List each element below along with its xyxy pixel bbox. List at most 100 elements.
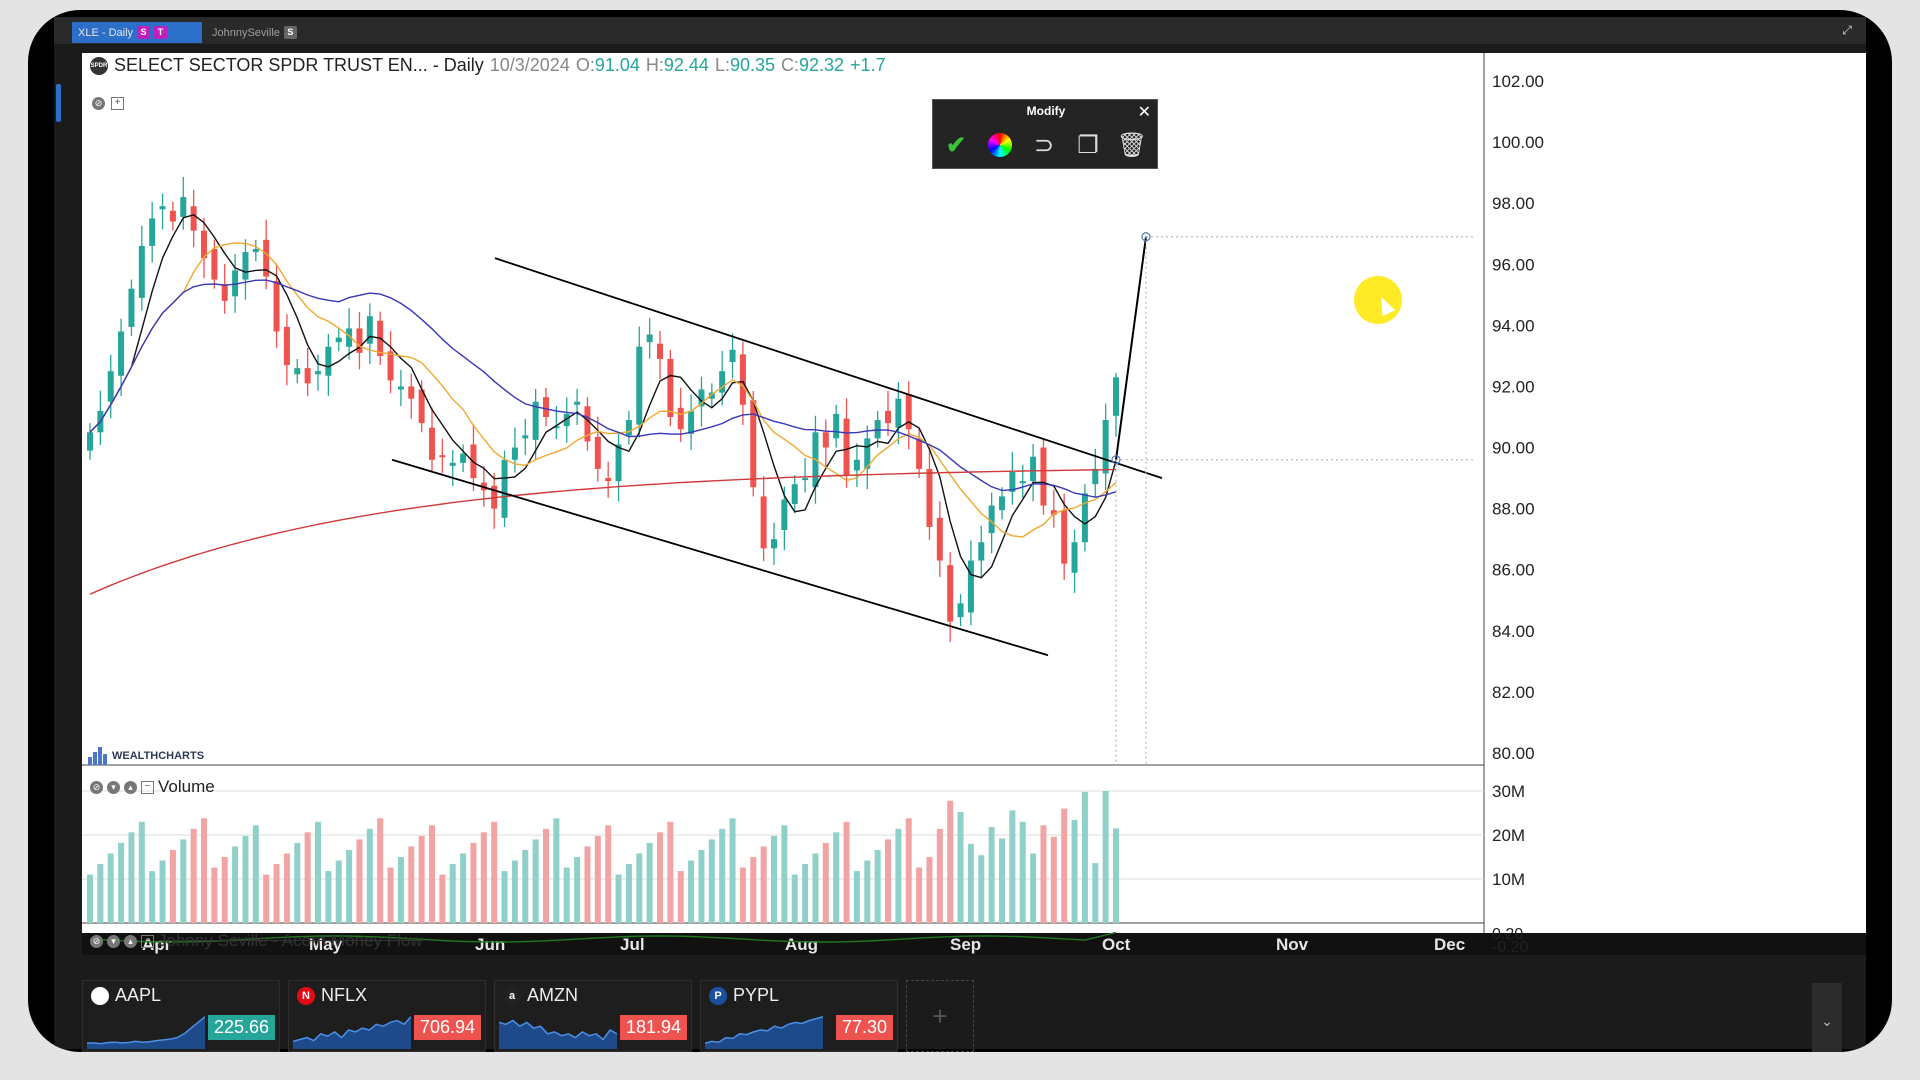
volume-bar: [978, 855, 985, 923]
candle-body: [967, 560, 974, 613]
tab-badge-t: T: [154, 26, 168, 39]
legend-change: +1.7: [850, 55, 886, 75]
candle-body: [895, 398, 902, 428]
candle-body: [553, 426, 560, 429]
candle-body: [1092, 468, 1099, 485]
volume-bar: [501, 871, 508, 923]
chart-area[interactable]: 102.00 100.00 98.00 96.00 94.00 92.00 90.00 88.…: [82, 53, 1866, 955]
candle-body: [988, 505, 995, 534]
trash-icon[interactable]: 🗑: [1116, 131, 1148, 159]
sparkline-line: [293, 1016, 411, 1043]
volume-bar: [315, 821, 321, 923]
volume-bar: [169, 849, 176, 923]
price-chart[interactable]: 102.00 100.00 98.00 96.00 94.00 92.00 90.00 88.…: [82, 53, 1866, 955]
tab-johnnyseville[interactable]: JohnnySeville S: [206, 22, 316, 43]
watermark-text: WEALTHCHARTS: [112, 750, 205, 762]
lower-channel-line: [391, 458, 1049, 657]
add-watchlist-button[interactable]: +: [906, 980, 974, 1052]
price-tick-label: 100.00: [1492, 133, 1544, 152]
candle-body: [760, 496, 767, 549]
volume-bar: [1092, 863, 1099, 923]
hide-icon[interactable]: ⊘: [90, 934, 103, 948]
volume-bar: [957, 812, 964, 923]
candle-body: [387, 351, 394, 381]
magnet-icon[interactable]: ⊃: [1033, 131, 1055, 159]
tab-xle-daily[interactable]: XLE - Daily S T: [72, 22, 202, 43]
active-indicator: [56, 84, 61, 122]
price-tick-label: 94.00: [1492, 316, 1535, 335]
candle-body: [346, 328, 353, 347]
watchlist-card-aapl[interactable]: AAPL 225.66: [82, 980, 280, 1052]
modify-title: Modify: [1026, 104, 1066, 118]
apple-logo-icon: [91, 986, 109, 1005]
watchlist-card-pypl[interactable]: P PYPL 77.30: [700, 980, 898, 1052]
candle-body: [853, 459, 860, 471]
volume-bar: [947, 800, 954, 923]
chevron-down-icon[interactable]: ⌄: [1812, 983, 1842, 1052]
price-tick-label: 92.00: [1492, 377, 1535, 396]
hide-icon[interactable]: ⊘: [90, 780, 103, 794]
money-flow-line: [89, 931, 1117, 943]
volume-bar: [895, 828, 902, 923]
volume-bar: [522, 849, 529, 923]
watchlist-card-nflx[interactable]: N NFLX 706.94: [288, 980, 486, 1052]
volume-bar: [625, 864, 632, 923]
candle-body: [719, 371, 726, 393]
chevron-up-icon[interactable]: ▴: [124, 934, 137, 948]
volume-bar: [294, 842, 301, 923]
candle-body: [657, 343, 663, 359]
color-wheel-icon[interactable]: [985, 130, 1015, 160]
check-icon[interactable]: ✔: [945, 131, 967, 159]
candle-body: [335, 337, 342, 343]
volume-bar: [833, 832, 840, 923]
ma-mid-line: [89, 242, 1117, 538]
hide-icon[interactable]: ⊘: [92, 97, 105, 110]
volume-bar: [366, 828, 373, 923]
price-tick-label: 86.00: [1492, 561, 1535, 580]
candle-body: [1071, 542, 1078, 573]
legend-high: 92.44: [663, 55, 709, 75]
chevron-down-icon[interactable]: ▾: [107, 934, 120, 948]
close-icon[interactable]: ✕: [1137, 104, 1151, 121]
candle-body: [926, 468, 933, 527]
candle-body: [1081, 493, 1088, 543]
spdr-logo-icon: SPDR: [90, 56, 108, 75]
volume-bar: [812, 853, 819, 923]
candle-body: [315, 371, 321, 375]
volume-bar: [418, 835, 425, 923]
fullscreen-icon[interactable]: ⤢: [1842, 23, 1852, 37]
sparkline-line: [499, 1019, 617, 1041]
ma-long-line: [89, 279, 1117, 498]
watchlist-symbol: AMZN: [527, 985, 578, 1005]
candle-body: [201, 230, 207, 259]
money-flow-label: Johnny Seville - Acorn Money Flow: [158, 931, 423, 950]
chevron-down-icon[interactable]: ▾: [107, 780, 120, 794]
left-toolbar: [54, 44, 82, 974]
flow-tick-label: -0.20: [1492, 939, 1529, 955]
volume-bar: [563, 867, 570, 923]
candle-body: [688, 410, 695, 434]
time-tick-label: May: [309, 935, 343, 954]
watchlist-symbol: AAPL: [115, 985, 162, 1005]
candle-body: [916, 438, 923, 469]
chevron-up-icon[interactable]: ▴: [124, 780, 137, 794]
volume-bar: [967, 843, 974, 923]
candle-body: [397, 386, 404, 390]
volume-bar: [346, 849, 353, 923]
legend-open: 91.04: [594, 55, 640, 75]
sparkline-line: [705, 1015, 823, 1045]
watchlist-symbol: PYPL: [733, 985, 780, 1005]
copy-icon[interactable]: ❐: [1077, 131, 1099, 159]
legend-date: 10/3/2024: [489, 55, 570, 75]
candle-body: [169, 210, 176, 222]
tab-badge-s: S: [283, 26, 297, 39]
watchlist-card-amzn[interactable]: a AMZN 181.94: [494, 980, 692, 1052]
flow-tick-label: 0.20: [1492, 926, 1523, 943]
candle-body: [843, 418, 850, 476]
collapse-icon[interactable]: −: [141, 780, 154, 794]
expand-icon[interactable]: +: [111, 97, 124, 110]
volume-bar: [377, 818, 384, 923]
collapse-icon[interactable]: −: [141, 934, 154, 948]
volume-bar: [791, 874, 798, 923]
